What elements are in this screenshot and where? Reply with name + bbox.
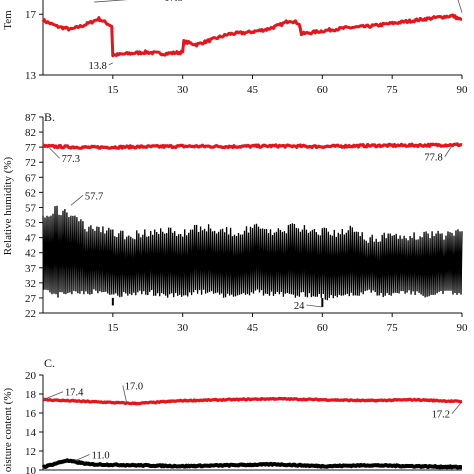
y-tick-label: 22 — [25, 308, 36, 320]
y-tick-label: 16 — [25, 408, 37, 420]
x-tick-label: 60 — [317, 84, 329, 96]
y-tick-label: 17 — [25, 9, 37, 21]
annotation-leader — [94, 0, 128, 3]
x-tick-label: 90 — [457, 84, 469, 96]
annotation-leader — [108, 62, 114, 66]
panel-c-moisture-content: C. oisture content (%) 10121416182017.41… — [2, 356, 463, 474]
y-tick-label: 67 — [25, 172, 37, 184]
panel-c-y-axis-label: oisture content (%) — [2, 388, 14, 473]
series-0-line — [41, 142, 463, 150]
panel-b-plot-area: 22 27 32 37 42 47 52 57 62 67 72 77 82 87 15 30 45 60 75 90… — [25, 112, 468, 334]
panel-b-y-axis-label: Relative humidity (%) — [2, 156, 14, 255]
annotation-leader — [75, 454, 90, 461]
annotation-leader — [457, 0, 463, 13]
panel-c-label: C. — [44, 356, 55, 370]
y-tick-label: 37 — [25, 263, 37, 275]
panel-b-label: B. — [44, 110, 55, 124]
y-tick-label: 12 — [25, 446, 36, 458]
data-annotation: 17.4 — [65, 388, 84, 399]
y-tick-label: 27 — [25, 293, 37, 305]
y-tick-label: 20 — [25, 370, 37, 382]
y-tick-label: 10 — [25, 465, 37, 474]
data-annotation: 24 — [294, 301, 305, 312]
x-tick-label: 45 — [247, 322, 259, 334]
data-annotation: 13.8 — [88, 61, 106, 72]
y-tick-label: 13 — [25, 70, 37, 82]
data-annotation: 77.8 — [424, 153, 442, 164]
x-tick-label: 75 — [387, 84, 399, 96]
y-tick-label: 87 — [25, 112, 37, 124]
x-tick-label: 60 — [317, 322, 329, 334]
y-tick-label: 72 — [25, 157, 36, 169]
series-0-line — [42, 396, 463, 406]
y-tick-label: 52 — [25, 218, 36, 230]
series-0-line — [41, 13, 463, 58]
x-tick-label: 15 — [107, 322, 119, 334]
y-tick-label: 82 — [25, 127, 36, 139]
annotation-leader — [47, 145, 60, 159]
data-annotation: 77.3 — [62, 154, 80, 165]
annotation-leader — [42, 391, 64, 401]
x-tick-label: 30 — [177, 322, 189, 334]
y-tick-label: 62 — [25, 187, 36, 199]
data-annotation: 11.0 — [92, 451, 110, 462]
annotation-leader — [451, 401, 463, 414]
annotation-leader — [122, 385, 128, 404]
x-tick-label: 90 — [457, 322, 469, 334]
data-annotation: 17.0 — [125, 382, 143, 393]
x-tick-label: 75 — [387, 322, 399, 334]
panel-b-relative-humidity: B. Relative humidity (%) 22 27 32 37 42 47 52 5… — [2, 110, 468, 334]
annotation-leader — [444, 144, 454, 157]
panel-a-temperature: Tem 131715304560759017.813.817.1 — [2, 0, 468, 96]
panel-c-plot-area: 10 12 14 16 18 20 17.4 17.0 17.2 11.0 — [25, 370, 463, 474]
x-tick-label: 45 — [247, 84, 259, 96]
y-tick-label: 77 — [25, 142, 37, 154]
y-tick-label: 42 — [25, 248, 36, 260]
annotation-leader — [70, 195, 84, 206]
series-1-line — [41, 458, 463, 470]
panel-a-plot-area: 131715304560759017.813.817.1 — [25, 0, 468, 96]
y-tick-label: 32 — [25, 278, 36, 290]
x-tick-label: 15 — [107, 84, 119, 96]
annotation-leader — [306, 304, 323, 308]
y-tick-label: 57 — [25, 202, 37, 214]
data-annotation: 17.8 — [164, 0, 182, 4]
y-tick-label: 47 — [25, 233, 37, 245]
series-1-band — [42, 205, 463, 301]
data-annotation: 17.2 — [432, 410, 450, 421]
y-tick-label: 14 — [25, 427, 37, 439]
y-tick-label: 18 — [25, 389, 37, 401]
panel-a-y-axis-label: Tem — [2, 10, 14, 30]
x-tick-label: 30 — [177, 84, 189, 96]
data-annotation: 57.7 — [85, 191, 103, 202]
